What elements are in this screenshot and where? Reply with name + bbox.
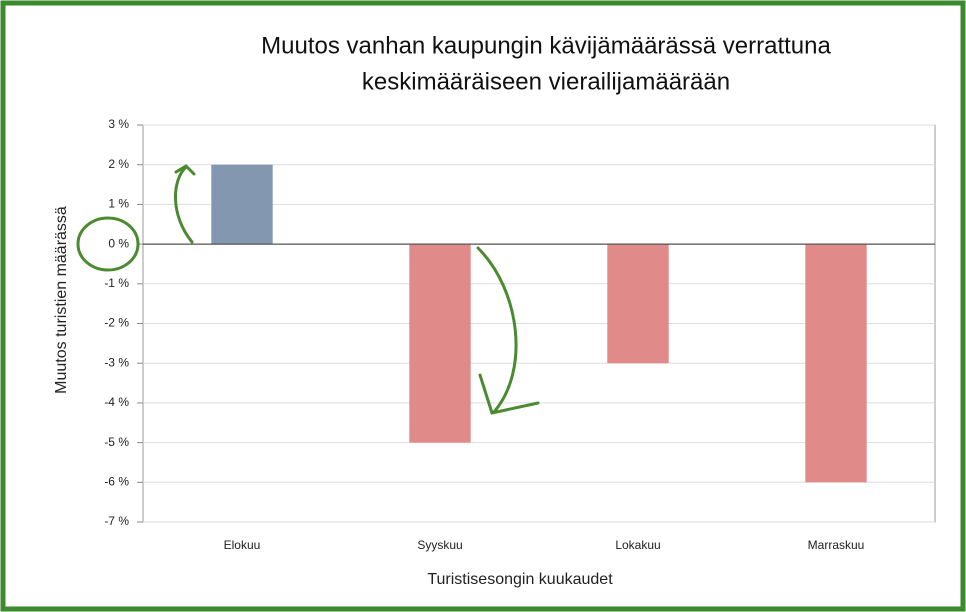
highlight-circle <box>76 216 140 272</box>
annotations <box>76 164 540 415</box>
x-axis-title: Turistisesongin kuukaudet <box>427 571 613 588</box>
bar <box>607 244 669 364</box>
y-tick-label: 3 % <box>108 117 129 131</box>
down-arrow-head <box>478 373 540 415</box>
y-tick-label: -4 % <box>104 395 129 409</box>
bar <box>211 164 273 245</box>
y-tick-label: -6 % <box>104 474 129 488</box>
bar <box>805 244 867 483</box>
y-tick-label: 1 % <box>108 197 129 211</box>
x-tick-label: Lokakuu <box>615 538 660 552</box>
y-tick-label: -5 % <box>104 435 129 449</box>
up-arrow-head <box>174 164 196 176</box>
x-tick-label: Marraskuu <box>808 538 865 552</box>
y-tick-label: -3 % <box>104 355 129 369</box>
plot: 3 % 2 % 1 % 0 % -1 % -2 % -3 % -4 % -5 % -6 % -7 %… <box>104 117 936 552</box>
chart-title: keskimääräiseen vierailijamäärään <box>362 68 730 95</box>
y-tick-label: -1 % <box>104 276 129 290</box>
y-tick-label: 2 % <box>108 157 129 171</box>
y-tick-label: -2 % <box>104 316 129 330</box>
down-arrow <box>476 246 518 414</box>
y-tick-label: 0 % <box>108 236 129 250</box>
y-tick-label: -7 % <box>104 514 129 528</box>
y-axis-title: Muutos turistien määrässä <box>53 206 70 394</box>
bar <box>409 244 471 443</box>
chart-title: Muutos vanhan kaupungin kävijämäärässä v… <box>261 32 831 59</box>
x-tick-label: Elokuu <box>224 538 261 552</box>
up-arrow <box>174 165 194 244</box>
x-tick-label: Syyskuu <box>417 538 462 552</box>
